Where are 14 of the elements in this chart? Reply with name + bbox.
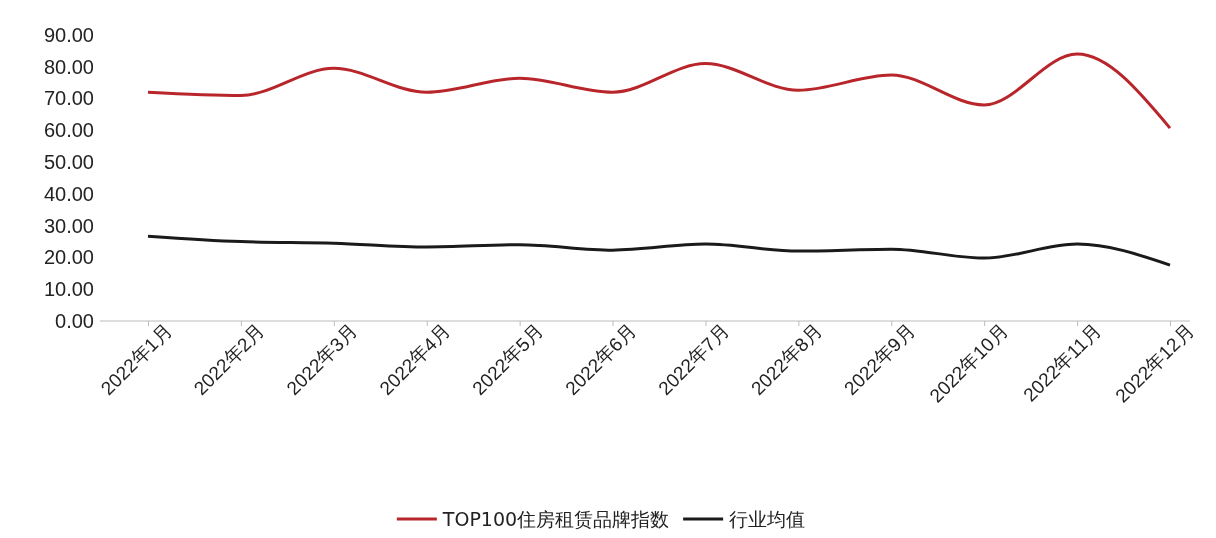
legend-label: 行业均值 bbox=[729, 508, 806, 530]
y-tick-label: 10.00 bbox=[43, 278, 94, 301]
line-series bbox=[146, 52, 1172, 130]
y-tick-label: 40.00 bbox=[43, 182, 94, 205]
y-tick-label: 30.00 bbox=[43, 214, 94, 237]
y-tick-label: 90.00 bbox=[43, 23, 94, 46]
y-tick-label: 0.00 bbox=[55, 309, 94, 332]
y-tick-label: 50.00 bbox=[43, 151, 94, 174]
y-tick-label: 80.00 bbox=[43, 55, 94, 78]
legend-label: TOP100住房租赁品牌指数 bbox=[441, 508, 670, 530]
y-tick-label: 70.00 bbox=[43, 87, 94, 110]
line-series bbox=[146, 234, 1172, 267]
y-tick-label: 60.00 bbox=[43, 119, 94, 142]
y-tick-label: 20.00 bbox=[43, 246, 94, 269]
